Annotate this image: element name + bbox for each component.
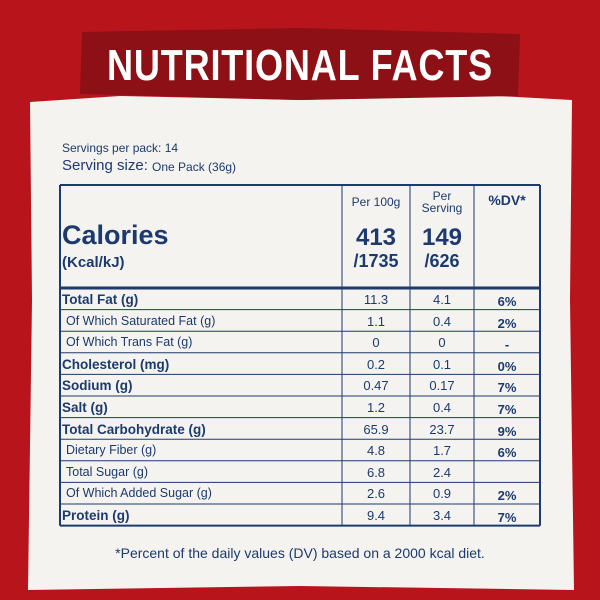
column-header: Per Serving — [421, 189, 463, 215]
per-serving-value: 0.4 — [432, 400, 452, 415]
title-banner — [80, 28, 520, 100]
per-100g-value: 2.6 — [366, 486, 386, 502]
per-serving-value: 0.17 — [429, 378, 455, 394]
column-header: %DV* — [488, 192, 526, 208]
dv-value: 7% — [497, 402, 517, 417]
per-serving-value: 0.4 — [432, 313, 452, 329]
per-100g-value: 4.8 — [366, 443, 386, 459]
footnote: *Percent of the daily values (DV) based … — [115, 545, 485, 561]
nutrient-name: Protein (g) — [62, 508, 130, 523]
column-header: Per 100g — [351, 195, 401, 209]
dv-value: 7% — [497, 380, 517, 396]
title: NUTRITIONAL FACTS — [106, 41, 494, 90]
nutrient-name: Sodium (g) — [62, 378, 133, 394]
per-serving-value: 0.9 — [432, 486, 452, 502]
per-serving-value: 23.7 — [429, 421, 455, 437]
per-serving-value: 1.7 — [432, 443, 452, 459]
per-100g-value: 1.2 — [366, 400, 386, 415]
nutrient-name: Cholesterol (mg) — [62, 356, 170, 372]
dv-value: 2% — [497, 315, 517, 331]
paper — [28, 95, 574, 590]
per-serving-value: 3.4 — [432, 508, 452, 523]
nutrient-name: Total Fat (g) — [62, 292, 139, 307]
calories-label: Calories — [62, 220, 169, 250]
nutrient-name: Of Which Added Sugar (g) — [66, 486, 212, 501]
nutrient-name: Of Which Saturated Fat (g) — [66, 313, 216, 328]
nutrient-name: Total Sugar (g) — [66, 464, 148, 479]
calories-unit: (Kcal/kJ) — [62, 254, 125, 271]
dv-value: 6% — [497, 445, 517, 461]
serving-size-label: Serving size: — [62, 157, 148, 174]
calories-value: 149 — [421, 224, 463, 251]
calories-kj: /626 — [424, 251, 460, 271]
nutrient-name: Salt (g) — [62, 400, 108, 415]
per-100g-value: 1.1 — [366, 313, 386, 329]
per-serving-value: 2.4 — [432, 464, 452, 480]
nutrient-name: Total Carbohydrate (g) — [62, 421, 206, 437]
serving-size-value: One Pack (36g) — [152, 160, 237, 174]
servings-per-pack: Servings per pack: 14 — [62, 141, 179, 155]
per-100g-value: 0.2 — [366, 356, 386, 372]
per-serving-value: 4.1 — [432, 292, 452, 307]
per-100g-value: 6.8 — [366, 464, 386, 480]
dv-value: - — [504, 337, 510, 353]
calories-value: 413 — [355, 224, 397, 251]
per-100g-value: 0 — [372, 335, 380, 351]
per-100g-value: 11.3 — [363, 292, 389, 307]
nutrient-name: Of Which Trans Fat (g) — [66, 335, 193, 350]
dv-value: 7% — [497, 510, 517, 525]
nutrient-name: Dietary Fiber (g) — [66, 443, 157, 458]
dv-value: 9% — [497, 423, 517, 439]
per-100g-value: 0.47 — [363, 378, 389, 394]
calories-kj: /1735 — [353, 251, 399, 271]
per-serving-value: 0.1 — [432, 356, 452, 372]
dv-value: 2% — [497, 488, 517, 504]
per-serving-value: 0 — [438, 335, 446, 351]
per-100g-value: 65.9 — [363, 421, 389, 437]
dv-value: 0% — [497, 358, 517, 374]
dv-value: 6% — [497, 294, 517, 309]
per-100g-value: 9.4 — [366, 508, 386, 523]
